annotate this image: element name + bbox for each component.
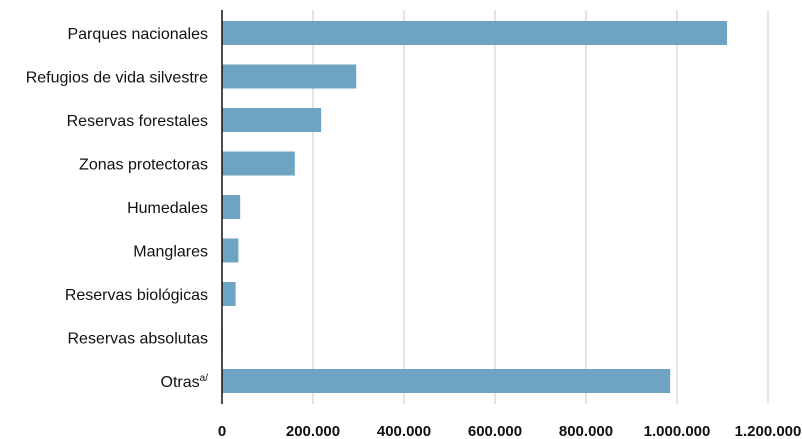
x-tick-label: 600.000 [468, 423, 522, 439]
category-label: Reservas forestales [67, 113, 208, 130]
category-label: Humedales [127, 200, 208, 217]
grid-lines [312, 10, 769, 404]
category-label: Reservas absolutas [67, 331, 208, 348]
x-tick-label: 0 [218, 423, 226, 439]
bars [222, 21, 728, 393]
category-label: Otrasa/ [161, 373, 209, 391]
bar [222, 195, 241, 219]
x-tick-label: 1.000.000 [644, 423, 711, 439]
category-superscript: a/ [200, 373, 209, 384]
x-tick-label: 400.000 [377, 423, 431, 439]
category-label: Reservas biológicas [65, 287, 208, 304]
bar [222, 151, 295, 176]
category-label: Manglares [133, 244, 208, 261]
category-label: Refugios de vida silvestre [26, 70, 208, 87]
x-tick-label: 800.000 [559, 423, 613, 439]
bar [222, 21, 728, 45]
x-tick-label: 200.000 [286, 423, 340, 439]
x-tick-labels: 0 200.000 400.000 600.000 800.000 1.000.000 1.… [218, 423, 802, 439]
x-tick-label: 1.200.000 [735, 423, 802, 439]
category-label: Parques nacionales [67, 26, 208, 43]
bar [222, 238, 239, 263]
bar [222, 108, 322, 132]
bar [222, 64, 357, 89]
bar [222, 282, 236, 306]
category-label: Zonas protectoras [79, 157, 208, 174]
category-labels: Parques nacionales Refugios de vida silve… [26, 26, 209, 391]
bar [222, 369, 671, 393]
